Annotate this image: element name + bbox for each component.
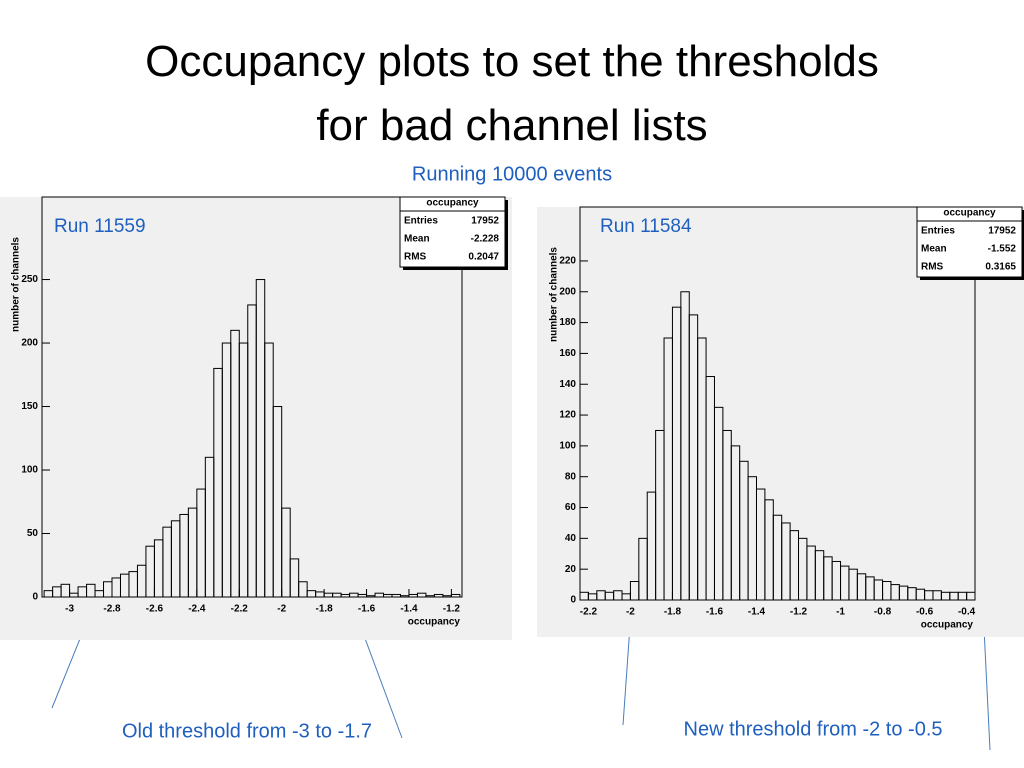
x-tick-label: -2.6 — [146, 604, 164, 615]
x-tick-label: -2.2 — [231, 604, 249, 615]
y-tick-label: 200 — [559, 286, 576, 297]
annotation: New threshold from -2 to -0.5 — [684, 718, 943, 740]
y-tick-label: 250 — [21, 274, 38, 285]
stats-value: 17952 — [988, 226, 1016, 237]
stats-title: occupancy — [943, 208, 996, 219]
stats-name: Entries — [404, 216, 438, 227]
stats-name: Mean — [921, 244, 947, 255]
histogram-panel: -2.2 -2 -1.8 -1.6 -1.4 -1.2 -1 -0.8 -0.6 -0.4 0 20 4… — [537, 206, 1024, 637]
y-tick-label: 100 — [21, 465, 38, 476]
x-tick-label: -0.8 — [874, 607, 892, 618]
stats-name: RMS — [921, 262, 944, 273]
x-tick-label: -1.8 — [316, 604, 334, 615]
y-tick-label: 40 — [565, 533, 577, 544]
histogram-bar — [272, 406, 283, 598]
y-tick-label: 220 — [559, 256, 576, 267]
x-tick-label: -2.2 — [580, 607, 598, 618]
y-tick-label: 140 — [559, 379, 576, 390]
stats-value: 0.2047 — [468, 252, 499, 263]
x-tick-label: -1.6 — [706, 607, 724, 618]
stats-name: Entries — [921, 226, 955, 237]
x-tick-label: -0.4 — [958, 607, 976, 618]
y-axis-label: number of channels — [549, 247, 560, 342]
x-tick-label: -2 — [277, 604, 286, 615]
x-tick-label: -1.4 — [400, 604, 418, 615]
y-tick-label: 50 — [27, 528, 39, 539]
y-tick-label: 150 — [21, 401, 38, 412]
run-label: Run 11559 — [54, 216, 146, 237]
stats-box — [916, 206, 1023, 278]
annotation: Old threshold from -3 to -1.7 — [122, 720, 372, 742]
x-axis-label: occupancy — [408, 617, 461, 628]
x-tick-label: -0.6 — [916, 607, 934, 618]
subtitle: Running 10000 events — [412, 163, 612, 185]
slide-title-line: Occupancy plots to set the thresholds for… — [145, 37, 879, 150]
x-tick-label: -2 — [626, 607, 635, 618]
x-tick-label: -1.8 — [664, 607, 682, 618]
stats-value: -2.228 — [471, 234, 500, 245]
stats-value: 17952 — [471, 216, 499, 227]
x-tick-label: -2.8 — [103, 604, 121, 615]
x-tick-label: -1.6 — [358, 604, 376, 615]
stats-box — [399, 196, 506, 268]
x-tick-label: -1 — [836, 607, 845, 618]
y-tick-label: 0 — [32, 592, 38, 603]
histogram-bar — [281, 507, 291, 598]
y-tick-label: 120 — [559, 410, 576, 421]
y-tick-label: 180 — [559, 317, 576, 328]
stats-name: RMS — [404, 252, 427, 263]
x-tick-label: -2.4 — [188, 604, 206, 615]
stats-title: occupancy — [426, 198, 479, 209]
y-tick-label: 0 — [570, 595, 576, 606]
y-tick-label: 80 — [565, 471, 577, 482]
histogram-bar — [298, 581, 308, 598]
histogram-bar — [289, 558, 300, 598]
stats-name: Mean — [404, 234, 430, 245]
run-label: Run 11584 — [600, 216, 692, 237]
histogram-panel: -3 -2.8 -2.6 -2.4 -2.2 -2 -1.8 -1.6 -1.4 -1.2 0 50 1… — [0, 196, 512, 640]
y-tick-label: 20 — [565, 564, 577, 575]
y-tick-label: 100 — [559, 441, 576, 452]
histogram-bar — [416, 592, 427, 598]
y-tick-label: 200 — [21, 338, 38, 349]
y-axis-label: number of channels — [11, 237, 22, 332]
x-tick-label: -3 — [65, 604, 74, 615]
x-axis-label: occupancy — [921, 620, 974, 631]
y-tick-label: 60 — [565, 502, 577, 513]
stats-value: -1.552 — [988, 244, 1017, 255]
x-tick-label: -1.2 — [790, 607, 808, 618]
x-tick-label: -1.4 — [748, 607, 766, 618]
stats-value: 0.3165 — [985, 262, 1016, 273]
x-tick-label: -1.2 — [443, 604, 461, 615]
y-tick-label: 160 — [559, 348, 576, 359]
